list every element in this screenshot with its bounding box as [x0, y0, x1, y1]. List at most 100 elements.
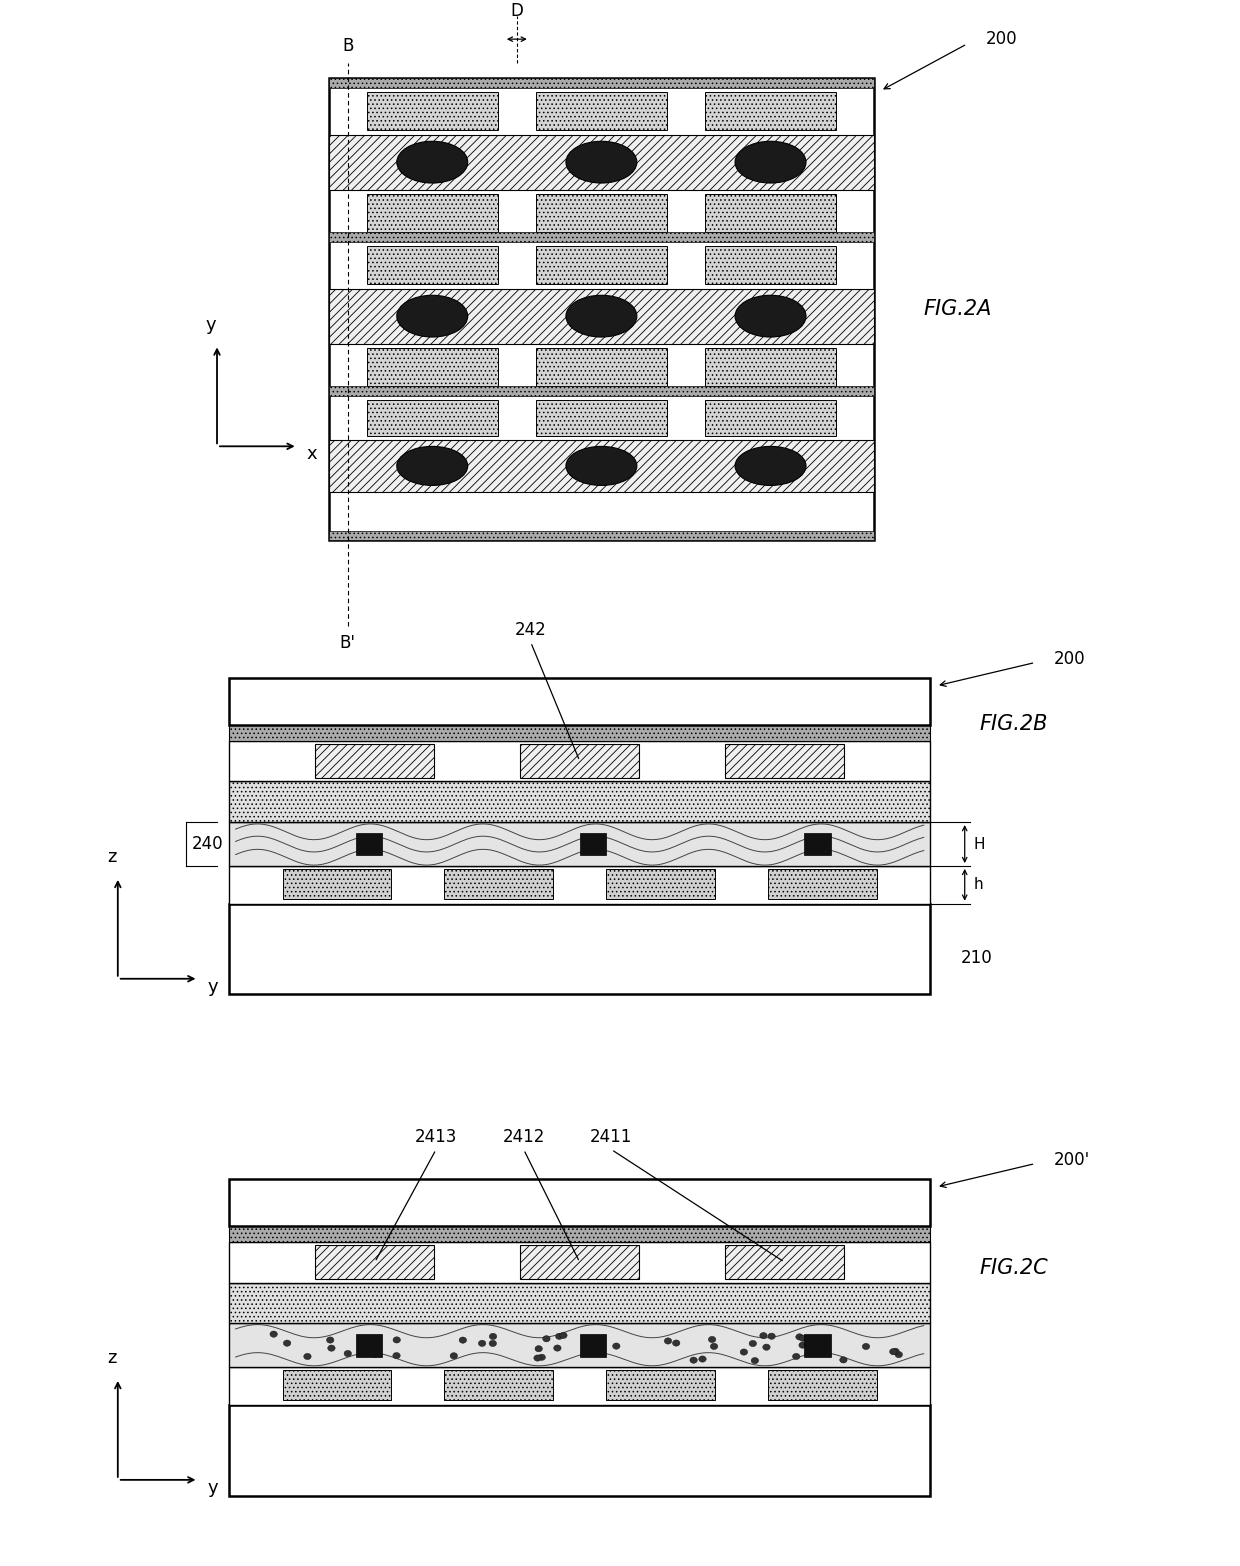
Ellipse shape	[760, 1333, 768, 1339]
Ellipse shape	[304, 1353, 311, 1359]
Text: y: y	[207, 977, 218, 996]
Bar	[606, 1370, 715, 1400]
Bar	[536, 348, 667, 385]
Bar	[804, 833, 831, 855]
Ellipse shape	[613, 1344, 620, 1350]
Bar	[606, 869, 715, 899]
Ellipse shape	[368, 1337, 376, 1344]
Ellipse shape	[538, 1355, 546, 1361]
Bar	[229, 1405, 930, 1496]
Ellipse shape	[559, 1333, 567, 1339]
Text: z: z	[107, 1350, 117, 1367]
Ellipse shape	[397, 296, 467, 337]
Ellipse shape	[393, 1337, 401, 1344]
Ellipse shape	[565, 141, 637, 183]
Bar	[367, 401, 497, 435]
Ellipse shape	[397, 446, 467, 485]
Ellipse shape	[749, 1340, 756, 1347]
Bar	[329, 288, 874, 343]
Bar	[706, 401, 836, 435]
Bar	[520, 1245, 640, 1279]
Bar	[329, 387, 874, 396]
Ellipse shape	[284, 1340, 291, 1347]
Bar	[367, 348, 497, 385]
Text: 2412: 2412	[502, 1129, 544, 1146]
Bar	[520, 744, 640, 778]
Ellipse shape	[895, 1351, 903, 1358]
Ellipse shape	[799, 1342, 806, 1348]
Bar	[706, 348, 836, 385]
Ellipse shape	[565, 296, 637, 337]
Ellipse shape	[799, 1336, 806, 1342]
Bar	[229, 866, 930, 904]
Text: 210: 210	[961, 949, 993, 968]
Ellipse shape	[892, 1348, 899, 1355]
Text: 2413: 2413	[415, 1129, 458, 1146]
Text: 200': 200'	[1054, 1151, 1090, 1170]
Text: y: y	[206, 316, 216, 334]
Ellipse shape	[371, 1351, 378, 1358]
Bar	[725, 744, 844, 778]
Ellipse shape	[711, 1344, 718, 1350]
Ellipse shape	[565, 446, 637, 485]
Bar	[229, 904, 930, 994]
Text: 240: 240	[191, 835, 223, 853]
Bar	[804, 1334, 831, 1356]
Ellipse shape	[735, 296, 806, 337]
Ellipse shape	[397, 141, 467, 183]
Bar	[329, 78, 874, 540]
Ellipse shape	[689, 1358, 697, 1364]
Bar	[536, 194, 667, 232]
Bar	[444, 869, 553, 899]
Bar	[725, 1245, 844, 1279]
Bar	[329, 232, 874, 241]
Bar	[579, 1334, 606, 1356]
Bar	[329, 135, 874, 189]
Bar	[229, 1179, 930, 1226]
Ellipse shape	[699, 1356, 707, 1362]
Text: 2411: 2411	[590, 1129, 632, 1146]
Text: H: H	[973, 836, 985, 852]
Text: FIG.2A: FIG.2A	[924, 299, 992, 319]
Text: FIG.2B: FIG.2B	[980, 714, 1048, 734]
Ellipse shape	[792, 1353, 800, 1359]
Ellipse shape	[817, 1348, 825, 1355]
Ellipse shape	[735, 141, 806, 183]
Ellipse shape	[543, 1336, 551, 1342]
Ellipse shape	[665, 1337, 672, 1344]
Bar	[444, 1370, 553, 1400]
Bar	[536, 246, 667, 283]
Ellipse shape	[862, 1344, 869, 1350]
Bar	[768, 1370, 877, 1400]
Text: 242: 242	[515, 622, 547, 639]
Ellipse shape	[556, 1333, 563, 1339]
Bar	[706, 92, 836, 130]
Ellipse shape	[393, 1353, 401, 1359]
Text: D: D	[511, 3, 523, 20]
Bar	[579, 833, 606, 855]
Ellipse shape	[889, 1348, 897, 1355]
Bar	[229, 1226, 930, 1242]
Text: 200: 200	[1054, 650, 1086, 669]
Ellipse shape	[534, 1345, 542, 1351]
Bar	[229, 1323, 930, 1367]
Bar	[356, 833, 382, 855]
Bar	[229, 678, 930, 725]
Bar	[367, 194, 497, 232]
Ellipse shape	[553, 1345, 560, 1351]
Ellipse shape	[763, 1344, 770, 1350]
Ellipse shape	[796, 1334, 804, 1340]
Bar	[329, 440, 874, 492]
Bar	[229, 781, 930, 822]
Ellipse shape	[459, 1337, 466, 1344]
Bar	[283, 1370, 392, 1400]
Text: B': B'	[340, 634, 356, 651]
Ellipse shape	[490, 1333, 497, 1339]
Bar	[229, 1367, 930, 1405]
Bar	[706, 246, 836, 283]
Bar	[229, 1283, 930, 1323]
Text: B: B	[342, 38, 353, 55]
Bar	[315, 1245, 434, 1279]
Bar	[283, 869, 392, 899]
Text: x: x	[306, 445, 317, 464]
